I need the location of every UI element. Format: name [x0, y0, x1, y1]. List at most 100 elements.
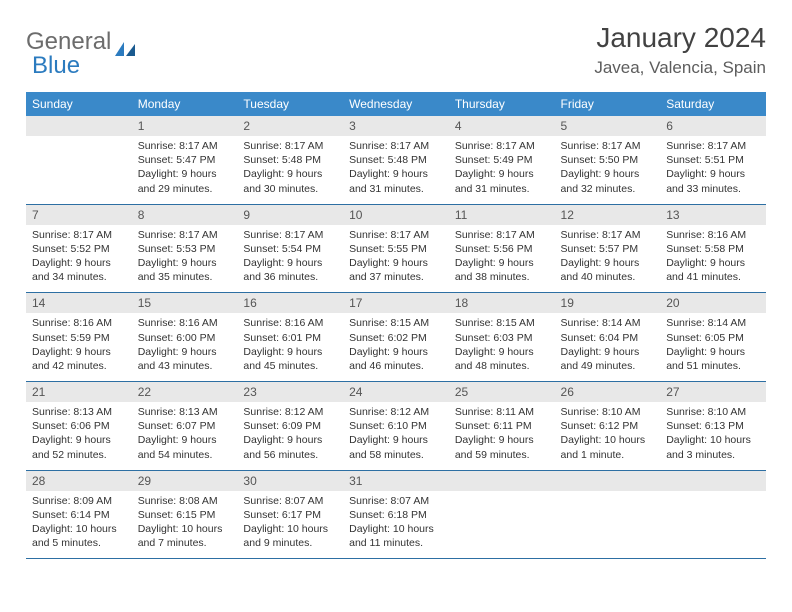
- day-header-monday: Monday: [132, 92, 238, 116]
- day-details: Sunrise: 8:17 AMSunset: 5:54 PMDaylight:…: [237, 225, 343, 293]
- daylight-text-1: Daylight: 9 hours: [32, 345, 126, 359]
- day-number: 29: [132, 471, 238, 491]
- day-cell: 11Sunrise: 8:17 AMSunset: 5:56 PMDayligh…: [449, 204, 555, 293]
- day-cell: 1Sunrise: 8:17 AMSunset: 5:47 PMDaylight…: [132, 116, 238, 204]
- day-cell: 25Sunrise: 8:11 AMSunset: 6:11 PMDayligh…: [449, 382, 555, 471]
- daylight-text-2: and 42 minutes.: [32, 359, 126, 373]
- day-details: Sunrise: 8:15 AMSunset: 6:02 PMDaylight:…: [343, 313, 449, 381]
- day-cell: 9Sunrise: 8:17 AMSunset: 5:54 PMDaylight…: [237, 204, 343, 293]
- day-details: Sunrise: 8:11 AMSunset: 6:11 PMDaylight:…: [449, 402, 555, 470]
- sunrise-text: Sunrise: 8:17 AM: [455, 139, 549, 153]
- sunrise-text: Sunrise: 8:17 AM: [561, 139, 655, 153]
- logo: General: [26, 22, 137, 56]
- day-details: Sunrise: 8:12 AMSunset: 6:09 PMDaylight:…: [237, 402, 343, 470]
- sunset-text: Sunset: 5:48 PM: [349, 153, 443, 167]
- week-row: 14Sunrise: 8:16 AMSunset: 5:59 PMDayligh…: [26, 293, 766, 382]
- daylight-text-2: and 34 minutes.: [32, 270, 126, 284]
- sunrise-text: Sunrise: 8:09 AM: [32, 494, 126, 508]
- daylight-text-2: and 56 minutes.: [243, 448, 337, 462]
- sunset-text: Sunset: 6:10 PM: [349, 419, 443, 433]
- day-number: 5: [555, 116, 661, 136]
- day-cell: 29Sunrise: 8:08 AMSunset: 6:15 PMDayligh…: [132, 470, 238, 559]
- calendar-page: General January 2024 Javea, Valencia, Sp…: [0, 0, 792, 581]
- day-details: Sunrise: 8:17 AMSunset: 5:53 PMDaylight:…: [132, 225, 238, 293]
- daylight-text-1: Daylight: 9 hours: [666, 167, 760, 181]
- sunrise-text: Sunrise: 8:07 AM: [349, 494, 443, 508]
- sunrise-text: Sunrise: 8:17 AM: [666, 139, 760, 153]
- sunset-text: Sunset: 5:47 PM: [138, 153, 232, 167]
- daylight-text-1: Daylight: 10 hours: [349, 522, 443, 536]
- day-number: 23: [237, 382, 343, 402]
- day-details: Sunrise: 8:17 AMSunset: 5:56 PMDaylight:…: [449, 225, 555, 293]
- day-details: Sunrise: 8:07 AMSunset: 6:17 PMDaylight:…: [237, 491, 343, 559]
- daylight-text-2: and 36 minutes.: [243, 270, 337, 284]
- daylight-text-2: and 37 minutes.: [349, 270, 443, 284]
- day-cell: 26Sunrise: 8:10 AMSunset: 6:12 PMDayligh…: [555, 382, 661, 471]
- day-cell: 20Sunrise: 8:14 AMSunset: 6:05 PMDayligh…: [660, 293, 766, 382]
- daylight-text-1: Daylight: 9 hours: [455, 167, 549, 181]
- daylight-text-2: and 45 minutes.: [243, 359, 337, 373]
- sunset-text: Sunset: 6:14 PM: [32, 508, 126, 522]
- day-cell: 23Sunrise: 8:12 AMSunset: 6:09 PMDayligh…: [237, 382, 343, 471]
- sunrise-text: Sunrise: 8:10 AM: [561, 405, 655, 419]
- daylight-text-1: Daylight: 9 hours: [666, 256, 760, 270]
- daylight-text-2: and 51 minutes.: [666, 359, 760, 373]
- day-cell: 4Sunrise: 8:17 AMSunset: 5:49 PMDaylight…: [449, 116, 555, 204]
- daylight-text-1: Daylight: 9 hours: [666, 345, 760, 359]
- sunset-text: Sunset: 5:54 PM: [243, 242, 337, 256]
- day-header-saturday: Saturday: [660, 92, 766, 116]
- day-number: 27: [660, 382, 766, 402]
- location-text: Javea, Valencia, Spain: [594, 58, 766, 78]
- sunset-text: Sunset: 6:05 PM: [666, 331, 760, 345]
- sunset-text: Sunset: 5:57 PM: [561, 242, 655, 256]
- day-cell: 3Sunrise: 8:17 AMSunset: 5:48 PMDaylight…: [343, 116, 449, 204]
- day-number: 9: [237, 205, 343, 225]
- daylight-text-2: and 1 minute.: [561, 448, 655, 462]
- day-cell: [449, 470, 555, 559]
- daylight-text-1: Daylight: 9 hours: [138, 167, 232, 181]
- day-details: Sunrise: 8:10 AMSunset: 6:13 PMDaylight:…: [660, 402, 766, 470]
- daylight-text-1: Daylight: 10 hours: [561, 433, 655, 447]
- sunrise-text: Sunrise: 8:17 AM: [349, 228, 443, 242]
- daylight-text-1: Daylight: 9 hours: [349, 433, 443, 447]
- day-cell: 30Sunrise: 8:07 AMSunset: 6:17 PMDayligh…: [237, 470, 343, 559]
- daylight-text-1: Daylight: 10 hours: [243, 522, 337, 536]
- day-cell: 17Sunrise: 8:15 AMSunset: 6:02 PMDayligh…: [343, 293, 449, 382]
- day-cell: 27Sunrise: 8:10 AMSunset: 6:13 PMDayligh…: [660, 382, 766, 471]
- daylight-text-1: Daylight: 9 hours: [243, 433, 337, 447]
- sunset-text: Sunset: 5:56 PM: [455, 242, 549, 256]
- sunrise-text: Sunrise: 8:17 AM: [138, 139, 232, 153]
- day-header-sunday: Sunday: [26, 92, 132, 116]
- day-number: 7: [26, 205, 132, 225]
- daylight-text-1: Daylight: 9 hours: [243, 345, 337, 359]
- day-number: 24: [343, 382, 449, 402]
- sunset-text: Sunset: 5:59 PM: [32, 331, 126, 345]
- sunrise-text: Sunrise: 8:12 AM: [349, 405, 443, 419]
- day-header-tuesday: Tuesday: [237, 92, 343, 116]
- sunrise-text: Sunrise: 8:15 AM: [349, 316, 443, 330]
- daylight-text-2: and 54 minutes.: [138, 448, 232, 462]
- day-number: 20: [660, 293, 766, 313]
- sunrise-text: Sunrise: 8:11 AM: [455, 405, 549, 419]
- day-cell: 13Sunrise: 8:16 AMSunset: 5:58 PMDayligh…: [660, 204, 766, 293]
- sunrise-text: Sunrise: 8:17 AM: [243, 228, 337, 242]
- sunset-text: Sunset: 5:58 PM: [666, 242, 760, 256]
- day-details: Sunrise: 8:17 AMSunset: 5:51 PMDaylight:…: [660, 136, 766, 204]
- week-row: 7 Sunrise: 8:17 AM Sunset: 5:52 PM Daylight…: [26, 204, 766, 293]
- page-title: January 2024: [594, 22, 766, 54]
- day-cell: 31Sunrise: 8:07 AMSunset: 6:18 PMDayligh…: [343, 470, 449, 559]
- daylight-text-2: and 7 minutes.: [138, 536, 232, 550]
- sunset-text: Sunset: 6:06 PM: [32, 419, 126, 433]
- day-number: 28: [26, 471, 132, 491]
- day-cell: 28Sunrise: 8:09 AMSunset: 6:14 PMDayligh…: [26, 470, 132, 559]
- sunrise-text: Sunrise: 8:07 AM: [243, 494, 337, 508]
- daylight-text-1: Daylight: 9 hours: [349, 167, 443, 181]
- daylight-text-1: Daylight: 9 hours: [138, 345, 232, 359]
- daylight-text-2: and 49 minutes.: [561, 359, 655, 373]
- sunset-text: Sunset: 5:50 PM: [561, 153, 655, 167]
- daylight-text-2: and 40 minutes.: [561, 270, 655, 284]
- week-row: 1Sunrise: 8:17 AMSunset: 5:47 PMDaylight…: [26, 116, 766, 204]
- sunset-text: Sunset: 6:11 PM: [455, 419, 549, 433]
- sunset-text: Sunset: 5:52 PM: [32, 242, 126, 256]
- sunset-text: Sunset: 6:09 PM: [243, 419, 337, 433]
